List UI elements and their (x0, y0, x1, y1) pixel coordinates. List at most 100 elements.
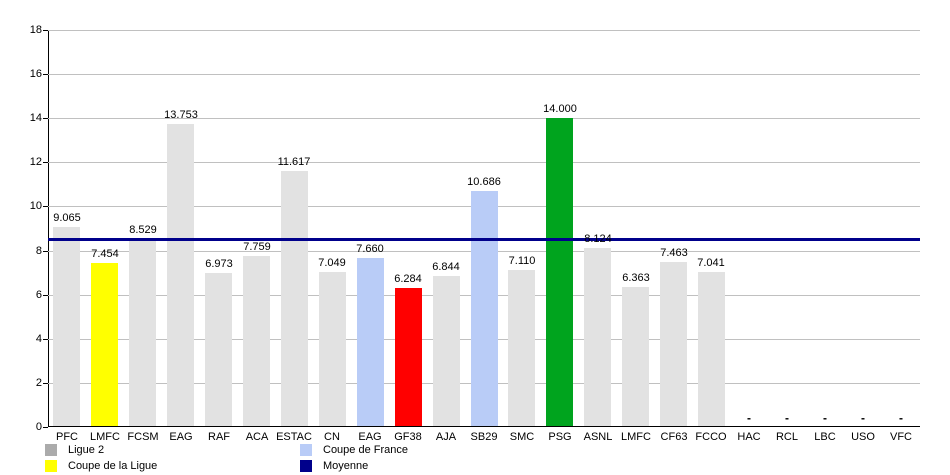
x-axis-label-pfc: PFC (56, 431, 78, 443)
bar-estac (281, 171, 308, 426)
gridline (48, 162, 920, 163)
bar-fcco (698, 272, 725, 426)
y-axis-tick (43, 383, 48, 384)
y-axis-tick (43, 295, 48, 296)
bar-value-label: 6.973 (205, 258, 233, 270)
bar-asnl (584, 248, 611, 426)
legend-item-coupe-de-france: Coupe de France (300, 443, 408, 457)
bar-value-label: 7.660 (356, 243, 384, 255)
bar-eag (167, 124, 194, 426)
y-axis-tick (43, 427, 48, 428)
bar-lmfc (91, 263, 118, 426)
x-axis-label-aca: ACA (245, 431, 269, 443)
legend-swatch-ligue-2 (45, 444, 57, 456)
bar-psg (546, 118, 573, 426)
y-axis-label: 2 (35, 377, 42, 389)
legend-label: Coupe de France (323, 444, 408, 456)
x-axis-label-estac: ESTAC (276, 431, 312, 443)
x-axis-label-lbc: LBC (814, 431, 836, 443)
bar-value-label: 6.844 (432, 261, 460, 273)
bar-value-label: 7.454 (91, 248, 119, 260)
x-axis-label-sb29: SB29 (470, 431, 498, 443)
bar-value-label: 9.065 (53, 212, 81, 224)
x-axis-label-smc: SMC (509, 431, 535, 443)
bar-missing-label: - (823, 411, 827, 425)
x-axis-label-lmfc: LMFC (90, 431, 120, 443)
y-axis-label: 4 (35, 333, 42, 345)
legend-item-ligue-2: Ligue 2 (45, 443, 104, 457)
y-axis-tick (43, 251, 48, 252)
legend-swatch-coupe-de-la-ligue (45, 460, 57, 472)
y-axis-tick (43, 74, 48, 75)
x-axis-label-cn: CN (324, 431, 340, 443)
bar-aca (243, 256, 270, 426)
legend-label: Coupe de la Ligue (68, 460, 158, 472)
bar-value-label: 7.041 (697, 257, 725, 269)
gridline (48, 74, 920, 75)
y-axis-label: 0 (35, 421, 42, 433)
bar-missing-label: - (747, 411, 751, 425)
x-axis-label-psg: PSG (548, 431, 572, 443)
bar-value-label: 8.529 (129, 224, 157, 236)
gridline (48, 30, 920, 31)
plot-area: 9.065 PFC 7.454 LMFC 8.529 FCSM 13.753 EAG 6.973… (43, 30, 920, 443)
x-axis-label-aja: AJA (435, 431, 457, 443)
y-axis-tick (43, 339, 48, 340)
x-axis-label-lmfc: LMFC (621, 431, 651, 443)
legend-item-moyenne: Moyenne (300, 459, 368, 473)
x-axis-label-eag: EAG (169, 431, 193, 443)
legend-item-coupe-de-la-ligue: Coupe de la Ligue (45, 459, 157, 473)
bar-value-label: 7.049 (318, 257, 346, 269)
bar-value-label: 6.363 (622, 272, 650, 284)
bar-pfc (53, 227, 80, 426)
bar-missing-label: - (861, 411, 865, 425)
x-axis-label-vfc: VFC (890, 431, 912, 443)
legend-label: Ligue 2 (68, 444, 105, 456)
y-axis-tick (43, 162, 48, 163)
bar-missing-label: - (785, 411, 789, 425)
y-axis-label: 8 (35, 245, 42, 257)
bar-raf (205, 273, 232, 426)
x-axis-label-cf63: CF63 (660, 431, 688, 443)
bar-value-label: 8.124 (584, 233, 612, 245)
y-axis-label: 10 (29, 200, 42, 212)
y-axis-line (48, 30, 49, 427)
bar-cf63 (660, 262, 687, 426)
bar-value-label: 6.284 (394, 273, 422, 285)
bar-eag (357, 258, 384, 426)
bar-value-label: 10.686 (467, 176, 501, 188)
y-axis-label: 6 (35, 289, 42, 301)
bar-value-label: 11.617 (277, 156, 311, 168)
gridline (48, 118, 920, 119)
bar-cn (319, 272, 346, 426)
x-axis-label-raf: RAF (208, 431, 230, 443)
bar-sb29 (471, 191, 498, 426)
x-axis-label-rcl: RCL (775, 431, 798, 443)
legend-swatch-coupe-de-france (300, 444, 312, 456)
bar-gf38 (395, 288, 422, 426)
y-axis-label: 14 (29, 112, 42, 124)
legend-swatch-moyenne (300, 460, 312, 472)
bar-lmfc (622, 287, 649, 426)
moyenne-average-line (48, 238, 920, 241)
bar-missing-label: - (899, 411, 903, 425)
y-axis-tick (43, 30, 48, 31)
x-axis-label-asnl: ASNL (583, 431, 613, 443)
x-axis-line (48, 426, 920, 427)
y-axis-label: 18 (29, 24, 42, 36)
x-axis-label-fcsm: FCSM (127, 431, 159, 443)
bar-fcsm (129, 239, 156, 426)
y-axis-tick (43, 206, 48, 207)
bar-aja (433, 276, 460, 426)
x-axis-label-gf38: GF38 (394, 431, 422, 443)
bar-value-label: 7.463 (660, 247, 688, 259)
x-axis-label-hac: HAC (737, 431, 761, 443)
y-axis-label: 12 (29, 156, 42, 168)
x-axis-label-fcco: FCCO (695, 431, 727, 443)
x-axis-label-uso: USO (851, 431, 875, 443)
y-axis-label: 16 (29, 68, 42, 80)
y-axis-tick (43, 118, 48, 119)
bar-smc (508, 270, 535, 426)
bar-value-label: 13.753 (164, 109, 198, 121)
